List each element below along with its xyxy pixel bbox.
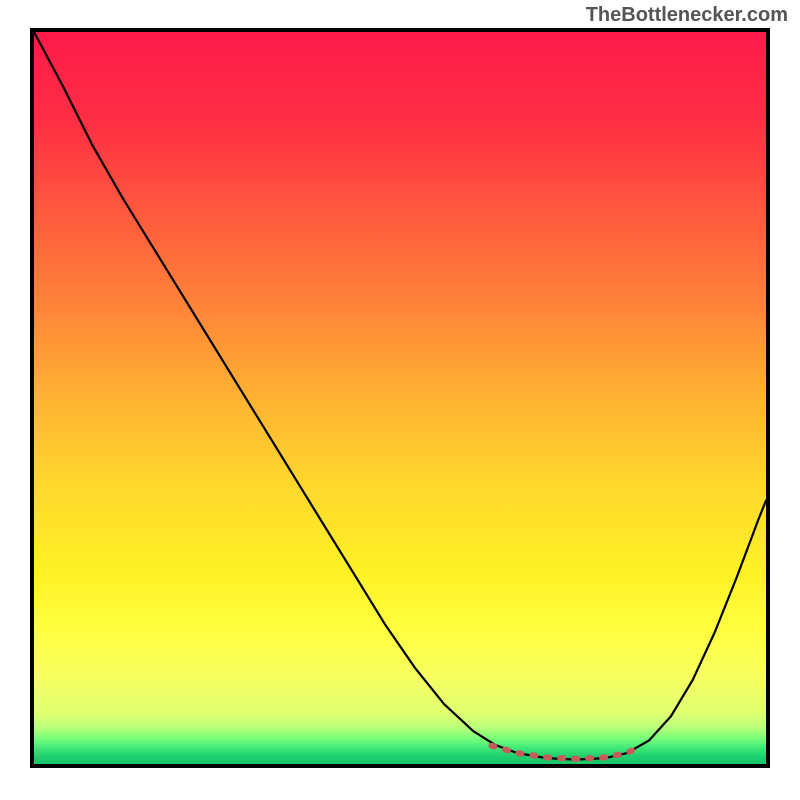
plot-area: [34, 32, 766, 764]
gradient-chart: [34, 32, 766, 764]
chart-frame: [30, 28, 770, 768]
gradient-background: [34, 32, 766, 764]
watermark-text: TheBottlenecker.com: [586, 4, 788, 27]
